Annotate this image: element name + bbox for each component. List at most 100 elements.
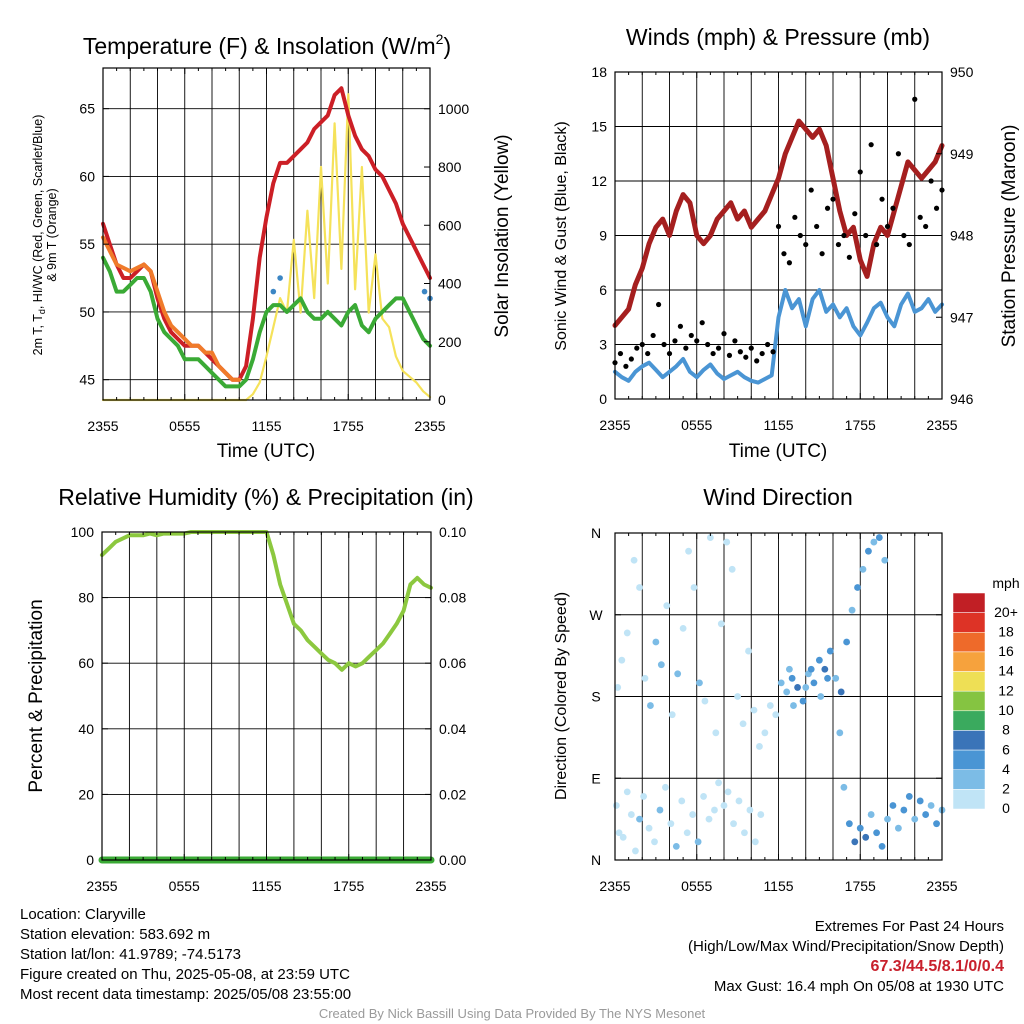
wind-direction-point (794, 684, 801, 691)
y-tick-label: 9 (599, 228, 607, 244)
wind-chill-point (421, 288, 428, 295)
wind-direction-point (647, 702, 654, 709)
gust-point (786, 260, 793, 266)
wind-direction-point (832, 674, 840, 682)
recent-data-text: Most recent data timestamp: 2025/05/08 2… (20, 986, 352, 1003)
y2-tick-label: 0.02 (439, 786, 466, 802)
y2-tick-label: 200 (438, 334, 462, 350)
humidity-panel: Relative Humidity (%) & Precipitation (i… (26, 484, 474, 894)
gust-point (721, 331, 727, 337)
colorbar-swatch (952, 592, 986, 613)
gust-point (634, 345, 640, 351)
wind-direction-point (668, 711, 676, 719)
wind-direction-point (867, 811, 875, 818)
colorbar-swatch (952, 651, 986, 672)
wind-direction-point (865, 547, 872, 555)
station-pressure-maroon-series (612, 118, 945, 328)
wind-direction-point (845, 820, 853, 828)
winds-grid (615, 72, 942, 399)
wind-direction-point (851, 838, 859, 846)
winds-axes: 2355 0555 1155 1755 2355 0 3 6 9 12 15 18 946 947 948 9… (591, 64, 973, 433)
wind-direction-point (723, 538, 731, 546)
gust-point (928, 178, 934, 184)
x-tick-label: 1155 (763, 417, 793, 433)
temperature-ylabel-line2: & 9m T (Orange) (45, 188, 59, 281)
wind-direction-point (757, 811, 765, 818)
x-tick-label: 2355 (926, 417, 957, 433)
colorbar-label: 8 (1002, 722, 1010, 738)
gust-point (923, 223, 929, 230)
x-tick-label: 1755 (333, 878, 364, 894)
x-tick-label: 2355 (599, 417, 630, 433)
gust-point (705, 341, 711, 348)
gust-point (694, 338, 700, 344)
gust-point (617, 350, 624, 357)
wind-direction-point (739, 720, 747, 728)
y-tick-label: 20 (78, 786, 94, 802)
wind-direction-point (745, 647, 752, 655)
wind-direction-point (656, 806, 664, 814)
gust-point (879, 196, 885, 202)
gust-point (688, 332, 694, 339)
colorbar-swatch (952, 749, 986, 770)
elevation-text: Station elevation: 583.692 m (20, 926, 211, 943)
y2-tick-label: 0.10 (439, 524, 466, 540)
y-tick-label: 40 (78, 721, 94, 737)
y-tick-label: 55 (79, 236, 95, 252)
wind-direction-point (667, 820, 675, 828)
x-tick-label: 1755 (845, 878, 876, 894)
wind-direction-point (859, 565, 867, 573)
wind-direction-point (788, 674, 796, 682)
temperature-grid (103, 68, 430, 400)
extremes-info: Extremes For Past 24 Hours (High/Low/Max… (688, 917, 1004, 997)
wind-direction-point (700, 793, 707, 800)
extremes-subtitle: (High/Low/Max Wind/Precipitation/Snow De… (688, 938, 1004, 955)
x-tick-label: 1155 (763, 878, 793, 894)
gust-point (824, 205, 831, 211)
wind-direction-axes: 2355 0555 1155 1755 2355 N E S W N (589, 525, 957, 894)
wind-direction-point (933, 820, 940, 828)
colorbar-swatch (952, 710, 986, 731)
y2-tick-label: 1000 (438, 101, 469, 117)
wind-direction-point (772, 711, 780, 719)
y-tick-label: 65 (79, 101, 95, 117)
speed-colorbar: 20+ 18 16 14 12 10 8 6 4 2 0 (952, 592, 1018, 816)
gust-point (628, 356, 634, 362)
gust-point (770, 349, 776, 355)
wind-direction-point (690, 584, 698, 591)
temperature-ylabel: 2m T, Td, HI/WC (Red, Green, Scarlet/Blu… (31, 115, 47, 356)
colorbar-swatch (952, 612, 986, 633)
y-tick-label: 12 (591, 173, 607, 189)
gust-point (748, 345, 754, 351)
colorbar-unit: mph (992, 575, 1019, 591)
winds-ylabel: Sonic Wind & Gust (Blue, Black) (553, 121, 570, 350)
wind-direction-point (746, 806, 754, 814)
credit-text: Created By Nick Bassill Using Data Provi… (318, 1006, 706, 1021)
x-tick-label: 1155 (251, 878, 281, 894)
colorbar-label: 20+ (994, 604, 1018, 620)
colorbar-label: 2 (1002, 781, 1010, 797)
gust-point (699, 320, 705, 326)
wind-direction-point (663, 602, 671, 610)
gust-point (874, 241, 880, 248)
direction-tick-label: S (591, 689, 600, 705)
y-tick-label: 60 (78, 655, 94, 671)
gust-point (906, 241, 912, 248)
wind-direction-point (870, 538, 878, 546)
y-tick-label: 6 (599, 282, 607, 298)
wind-direction-point (706, 534, 714, 541)
wind-direction-point (922, 811, 930, 818)
wind-direction-point (836, 729, 844, 737)
y-tick-label: 0 (86, 852, 94, 868)
wind-direction-point (715, 779, 722, 787)
wind-direction-point (878, 842, 886, 850)
wind-direction-point (777, 679, 785, 687)
wind-direction-point (848, 606, 856, 614)
gust-point (737, 349, 743, 355)
wind-direction-point (895, 824, 902, 832)
wind-direction-point (875, 534, 883, 541)
gust-point (781, 251, 787, 257)
wind-direction-point (821, 665, 829, 673)
y2-tick-label: 0.00 (439, 852, 466, 868)
wind-direction-point (689, 811, 697, 818)
